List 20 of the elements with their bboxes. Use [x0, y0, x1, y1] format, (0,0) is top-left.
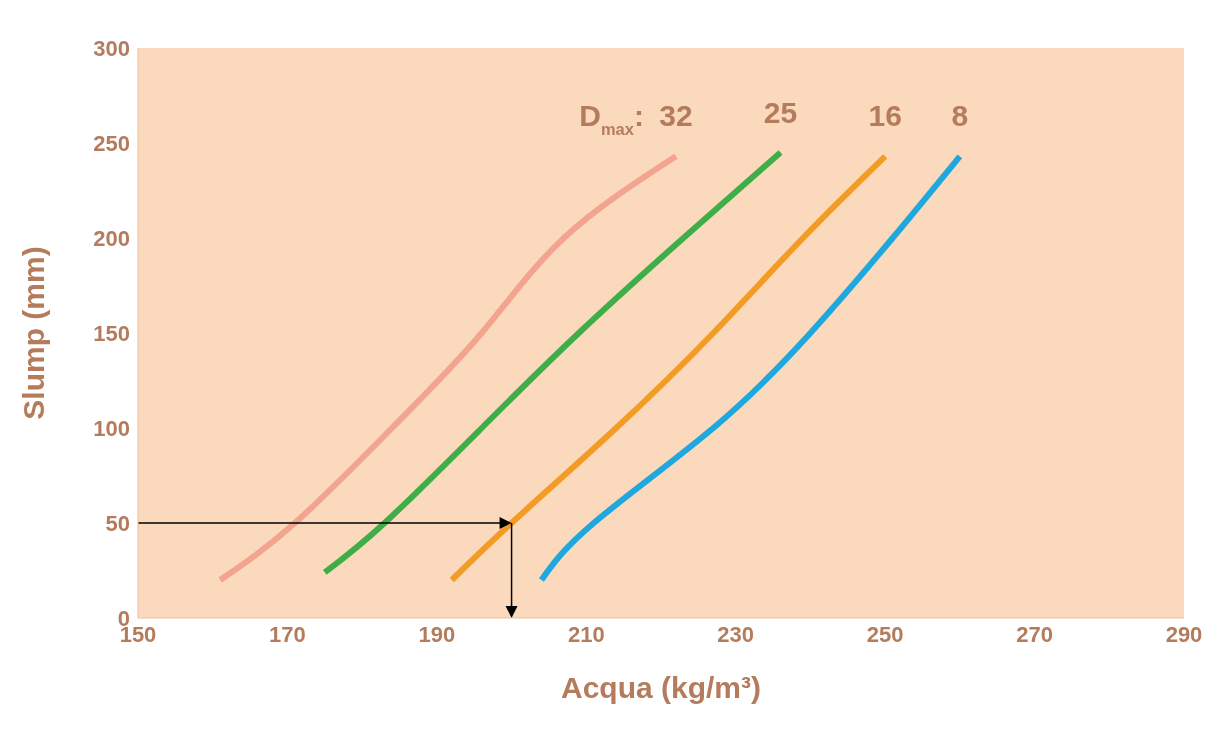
x-tick-label: 210 — [567, 621, 605, 647]
y-tick-label: 150 — [93, 320, 130, 346]
x-tick-label: 230 — [717, 621, 755, 647]
y-tick-label: 100 — [93, 415, 130, 441]
series-label: 16 — [868, 99, 902, 133]
y-tick-label: 200 — [93, 225, 130, 251]
y-axis-title: Slump (mm) — [16, 246, 50, 420]
x-axis-title: Acqua (kg/m³) — [560, 671, 762, 704]
y-tick-label: 50 — [105, 510, 130, 536]
x-tick-label: 190 — [418, 621, 456, 647]
series-label: 25 — [763, 95, 798, 129]
series-label: 32 — [659, 99, 693, 133]
annotation: D$_{max}$: — [579, 99, 644, 139]
x-tick-label: 250 — [866, 621, 904, 647]
x-tick-label: 290 — [1165, 621, 1203, 647]
x-tick-label: 270 — [1016, 621, 1053, 647]
y-tick-label: 300 — [93, 35, 130, 61]
series-label: 8 — [951, 99, 969, 133]
y-tick-label: 250 — [93, 130, 130, 156]
x-tick-label: 170 — [269, 621, 306, 647]
